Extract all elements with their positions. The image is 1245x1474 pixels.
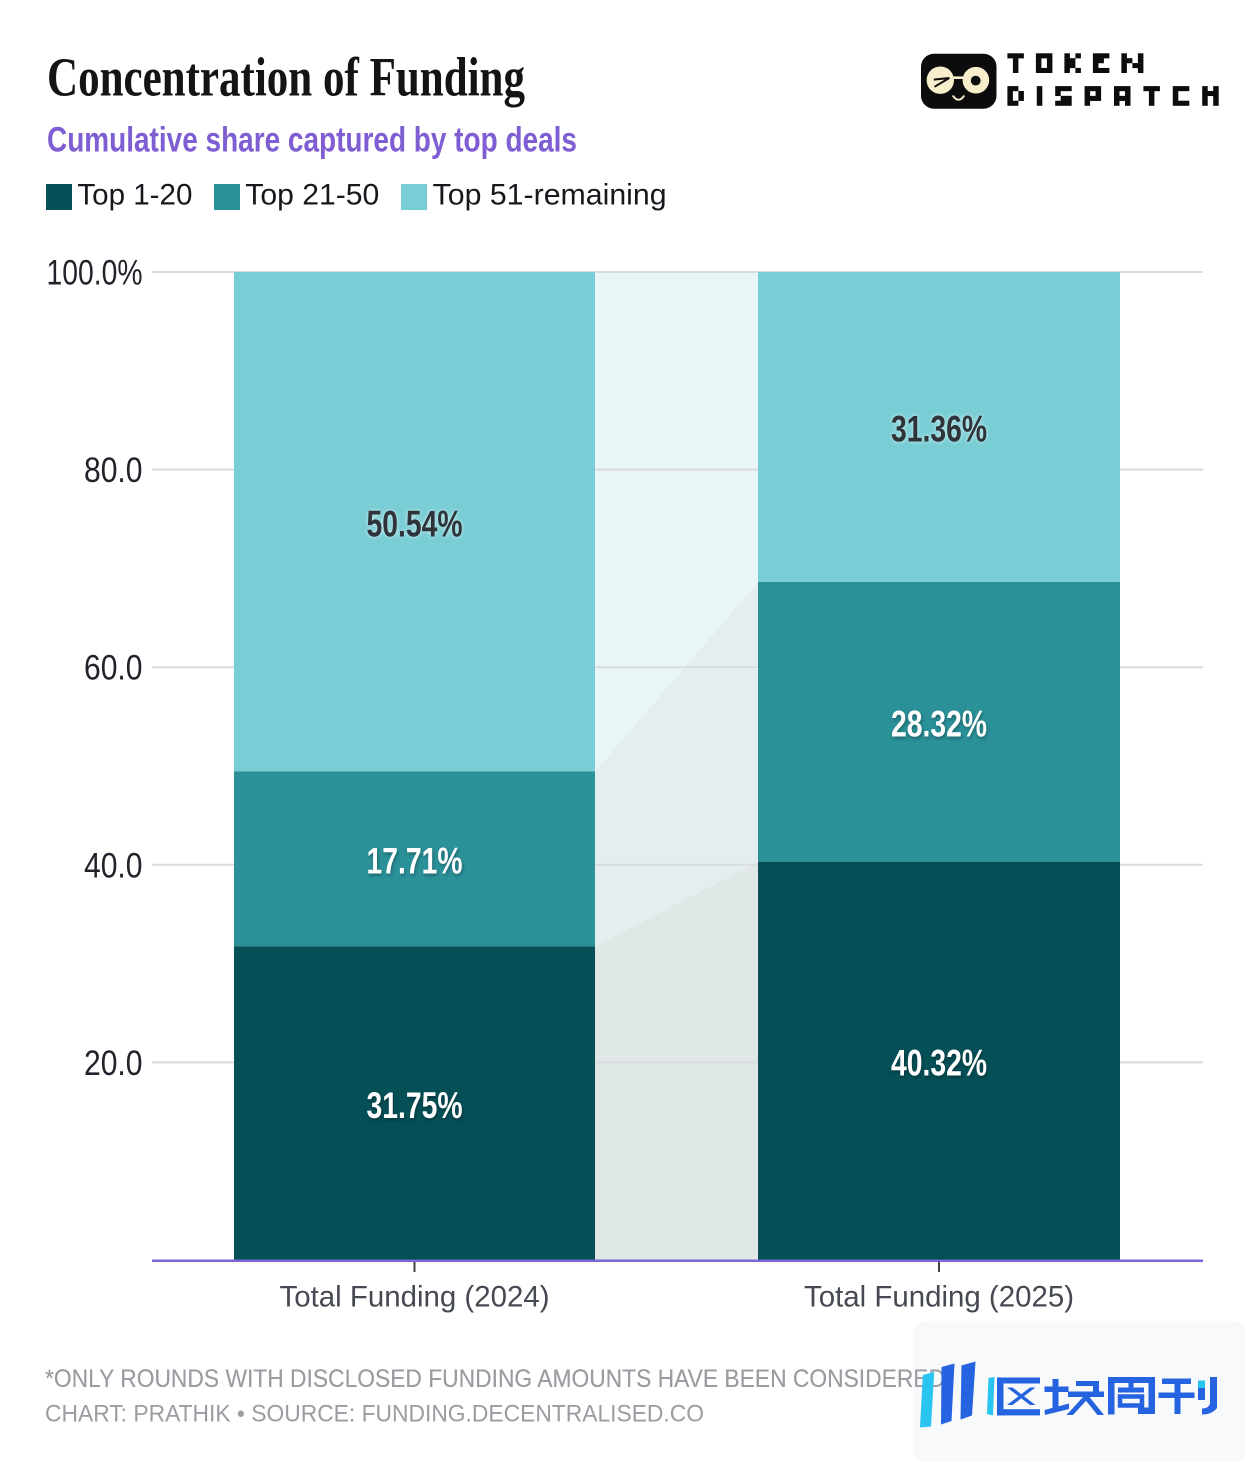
svg-text:31.75%: 31.75%	[367, 1085, 463, 1126]
svg-text:Concentration of Funding: Concentration of Funding	[47, 47, 525, 108]
svg-text:Total Funding (2025): Total Funding (2025)	[804, 1280, 1074, 1313]
svg-text:CHART: PRATHIK • SOURCE: FUNDI: CHART: PRATHIK • SOURCE: FUNDING.DECENTR…	[45, 1401, 704, 1428]
svg-text:Cumulative share captured by t: Cumulative share captured by top deals	[47, 121, 577, 160]
svg-text:31.36%: 31.36%	[891, 409, 987, 450]
svg-text:20.0: 20.0	[84, 1044, 143, 1083]
svg-text:50.54%: 50.54%	[367, 504, 463, 545]
svg-text:100.0%: 100.0%	[47, 254, 143, 293]
svg-text:60.0: 60.0	[84, 649, 143, 688]
svg-text:Top 1-20: Top 1-20	[77, 179, 192, 212]
svg-text:40.32%: 40.32%	[891, 1043, 987, 1084]
svg-text:*ONLY ROUNDS WITH DISCLOSED FU: *ONLY ROUNDS WITH DISCLOSED FUNDING AMOU…	[45, 1365, 945, 1393]
svg-text:17.71%: 17.71%	[367, 841, 463, 882]
svg-text:*ONLY ROUNDS WITH DISCLOSED FU: *ONLY ROUNDS WITH DISCLOSED FUNDING AMOU…	[45, 1365, 945, 1393]
svg-text:Top 21-50: Top 21-50	[245, 179, 379, 212]
svg-text:Total Funding (2024): Total Funding (2024)	[280, 1280, 550, 1313]
svg-text:Top 51-remaining: Top 51-remaining	[433, 179, 667, 212]
svg-text:40.0: 40.0	[84, 846, 143, 885]
svg-text:28.32%: 28.32%	[891, 704, 987, 745]
svg-text:80.0: 80.0	[84, 451, 143, 490]
